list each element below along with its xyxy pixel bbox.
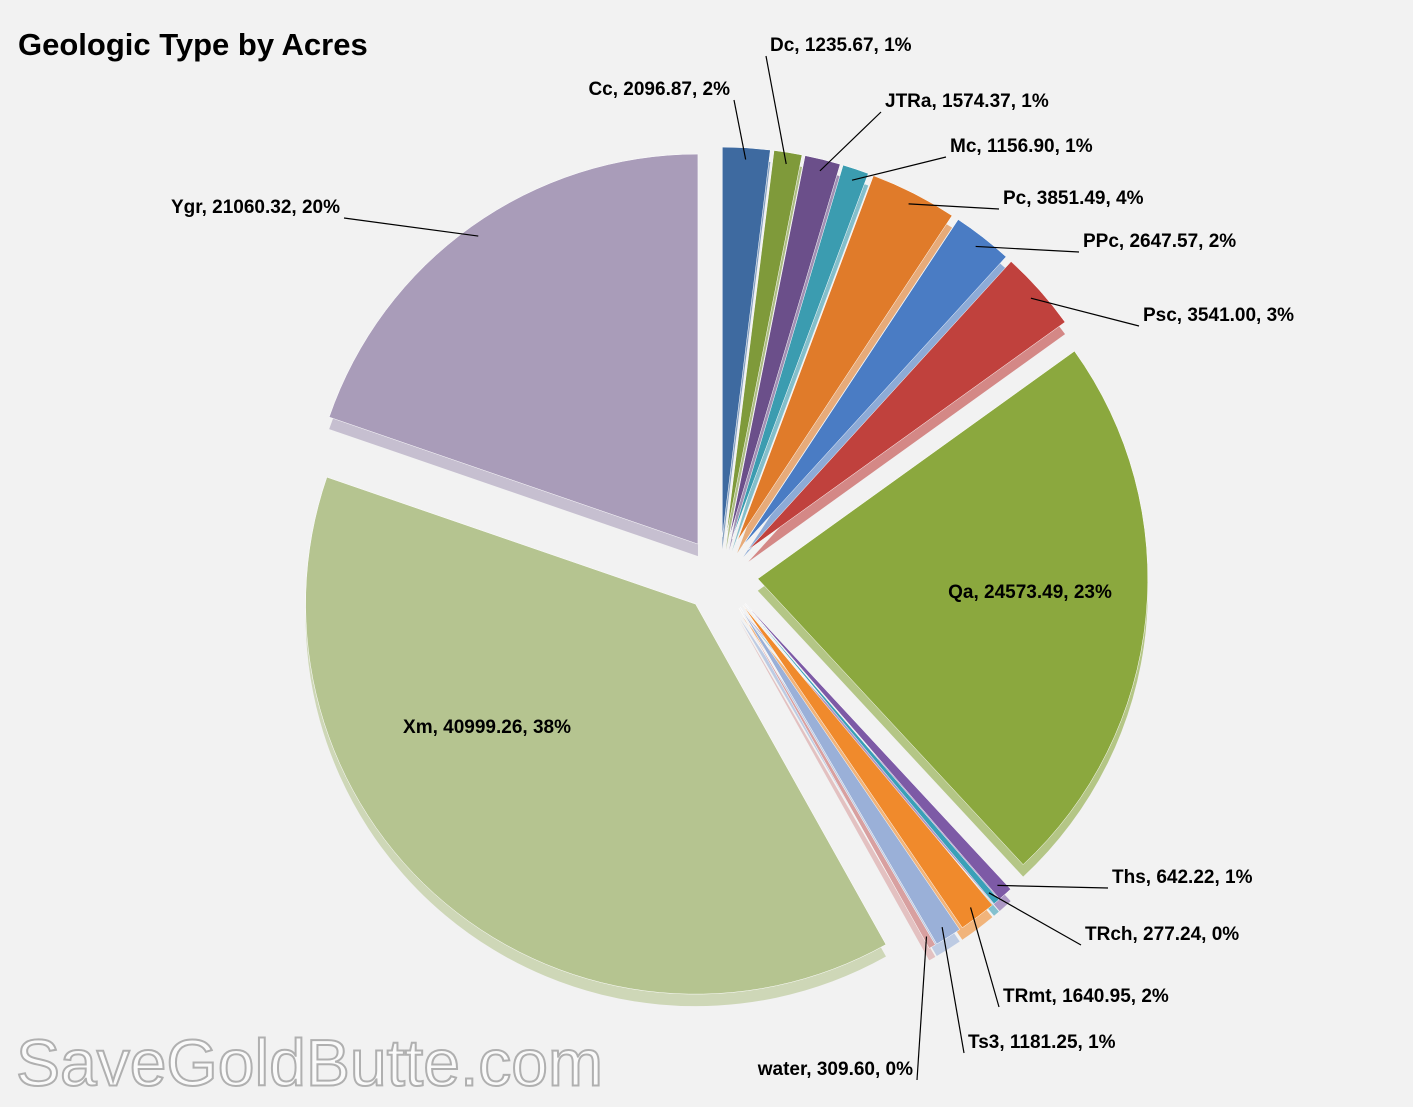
data-label: Ts3, 1181.25, 1% bbox=[968, 1032, 1116, 1053]
leader-line bbox=[343, 217, 479, 237]
leader-line bbox=[765, 55, 787, 165]
slice-side bbox=[738, 619, 936, 961]
slice bbox=[731, 164, 869, 540]
slice-side bbox=[726, 162, 803, 550]
slice bbox=[725, 150, 803, 538]
leader-line bbox=[1030, 297, 1140, 327]
data-label: Qa, 24573.49, 23% bbox=[948, 582, 1112, 603]
leader-line bbox=[819, 111, 882, 172]
watermark: SaveGoldButte.com bbox=[16, 1025, 603, 1099]
leader-line bbox=[988, 892, 1082, 946]
leader-line bbox=[733, 99, 747, 160]
chart-title: Geologic Type by Acres bbox=[18, 27, 368, 62]
slice bbox=[742, 605, 993, 929]
slice bbox=[740, 606, 961, 945]
leader-line bbox=[916, 936, 928, 1081]
slice bbox=[305, 476, 887, 995]
leader-line bbox=[908, 203, 1000, 210]
slice bbox=[757, 350, 1149, 865]
data-label: Mc, 1156.90, 1% bbox=[950, 136, 1093, 157]
data-label: JTRa, 1574.37, 1% bbox=[885, 91, 1049, 112]
slice-side bbox=[729, 167, 841, 551]
slice bbox=[743, 219, 1007, 546]
slice bbox=[728, 155, 841, 539]
slice-side bbox=[732, 177, 869, 551]
data-label: water, 309.60, 0% bbox=[757, 1059, 913, 1080]
data-label: Cc, 2096.87, 2% bbox=[588, 79, 730, 100]
slice bbox=[748, 261, 1066, 550]
slice bbox=[738, 607, 936, 949]
slice bbox=[744, 603, 1000, 905]
slice bbox=[736, 175, 953, 542]
data-label: TRch, 277.24, 0% bbox=[1085, 924, 1239, 945]
data-label: Ths, 642.22, 1% bbox=[1112, 867, 1253, 888]
data-label: TRmt, 1640.95, 2% bbox=[1003, 986, 1169, 1007]
slice bbox=[328, 153, 699, 545]
leader-line bbox=[851, 156, 947, 181]
leader-line bbox=[941, 926, 965, 1054]
slice bbox=[722, 146, 771, 538]
data-label: Ygr, 21060.32, 20% bbox=[171, 197, 340, 218]
leader-line bbox=[997, 884, 1109, 889]
data-label: Pc, 3851.49, 4% bbox=[1003, 188, 1144, 209]
data-label: Dc, 1235.67, 1% bbox=[770, 35, 912, 56]
data-label: Psc, 3541.00, 3% bbox=[1143, 305, 1294, 326]
leader-line bbox=[969, 907, 1000, 1008]
data-label: PPc, 2647.57, 2% bbox=[1083, 231, 1236, 252]
leader-line bbox=[975, 245, 1080, 253]
data-label: Xm, 40999.26, 38% bbox=[403, 717, 571, 738]
